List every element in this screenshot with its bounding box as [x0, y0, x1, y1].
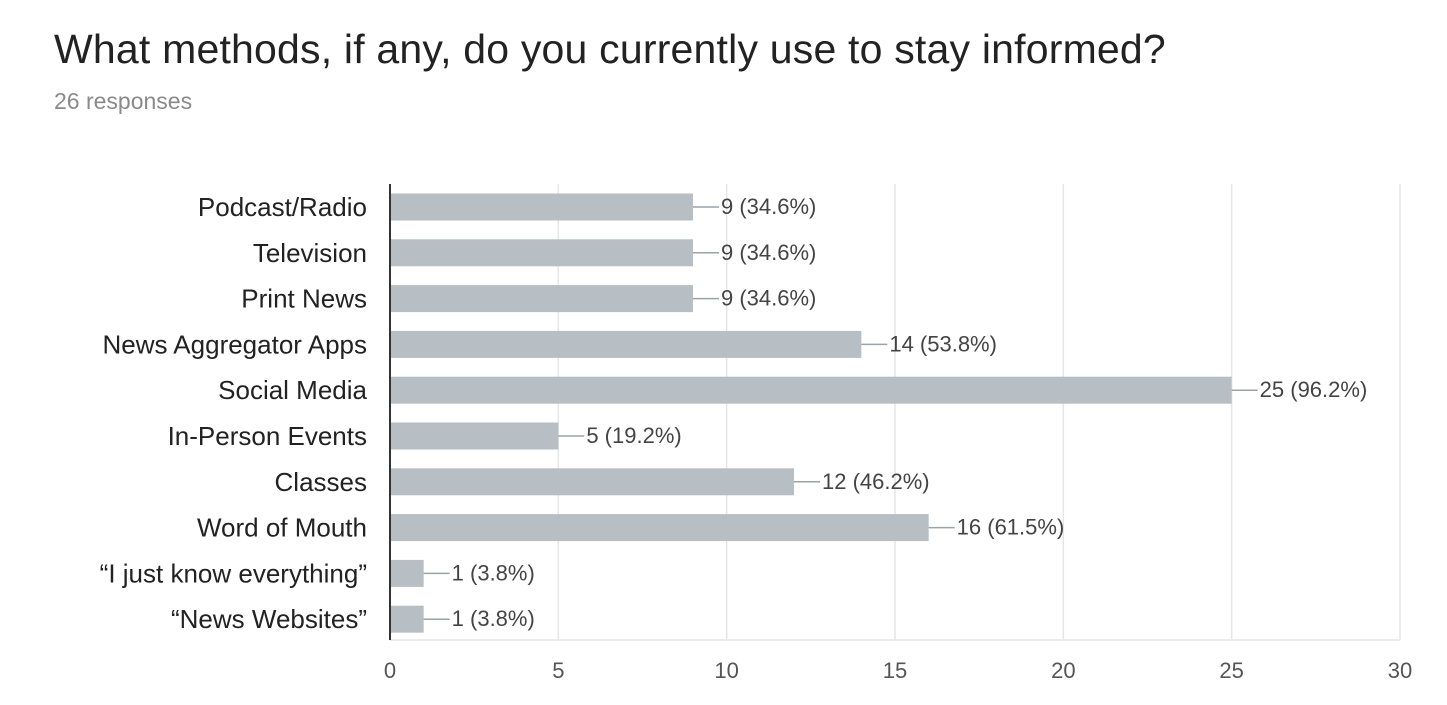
response-count: 26 responses	[54, 88, 193, 114]
category-label: In-Person Events	[168, 421, 367, 451]
x-tick-label: 25	[1219, 658, 1243, 683]
data-label: 12 (46.2%)	[822, 469, 930, 494]
x-tick-label: 0	[384, 658, 396, 683]
category-label: “News Websites”	[171, 604, 367, 634]
x-tick-label: 5	[552, 658, 564, 683]
data-label: 9 (34.6%)	[721, 240, 816, 265]
bar	[390, 193, 693, 221]
data-label: 9 (34.6%)	[721, 194, 816, 219]
category-label: News Aggregator Apps	[103, 329, 368, 359]
bar	[390, 559, 424, 587]
bars	[390, 193, 1232, 633]
x-tick-label: 20	[1051, 658, 1075, 683]
bar	[390, 239, 693, 267]
bar	[390, 330, 862, 358]
category-label: Social Media	[218, 375, 367, 405]
category-label: Print News	[241, 284, 367, 314]
data-label: 5 (19.2%)	[586, 423, 681, 448]
data-label: 9 (34.6%)	[721, 286, 816, 311]
data-label: 1 (3.8%)	[452, 606, 535, 631]
category-label: Classes	[275, 467, 367, 497]
category-label: Television	[253, 238, 367, 268]
labels: 0 5 10 15 20 25 30 Podcast/Radio 9 (34.6%) Televi…	[100, 192, 1413, 683]
bar	[390, 422, 559, 450]
data-label: 16 (61.5%)	[957, 515, 1065, 540]
x-tick-label: 10	[714, 658, 738, 683]
bar	[390, 376, 1232, 404]
x-tick-label: 15	[883, 658, 907, 683]
bar	[390, 285, 693, 313]
category-label: Podcast/Radio	[198, 192, 367, 222]
bar	[390, 468, 794, 496]
data-label: 25 (96.2%)	[1260, 377, 1368, 402]
bar	[390, 514, 929, 542]
data-label: 14 (53.8%)	[889, 331, 997, 356]
bar	[390, 605, 424, 633]
category-label: Word of Mouth	[197, 513, 367, 543]
data-label: 1 (3.8%)	[452, 560, 535, 585]
category-label: “I just know everything”	[100, 558, 367, 588]
question-title: What methods, if any, do you currently u…	[54, 26, 1166, 72]
x-tick-label: 30	[1388, 658, 1412, 683]
